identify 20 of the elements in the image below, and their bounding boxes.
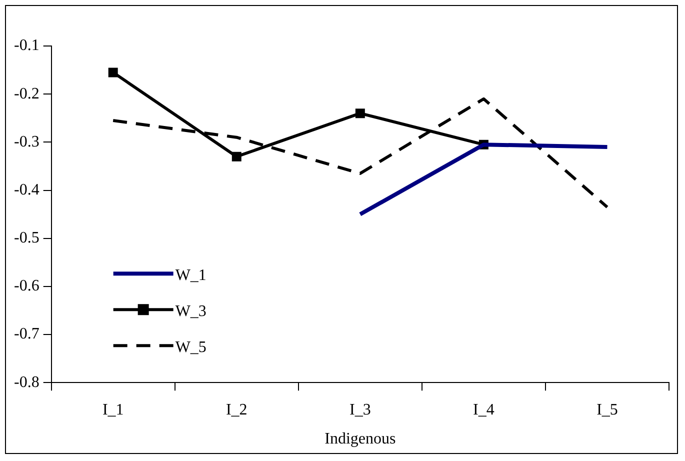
x-axis-title: Indigenous	[324, 430, 396, 448]
x-tick-label: I_1	[102, 401, 124, 418]
y-tick-label: -0.6	[14, 278, 40, 295]
y-tick-label: -0.1	[14, 37, 40, 54]
x-tick-label: I_2	[226, 401, 248, 418]
y-tick-label: -0.3	[14, 133, 40, 150]
point	[355, 108, 365, 118]
y-tick-label: -0.5	[14, 230, 40, 247]
x-tick-label: I_3	[350, 401, 371, 418]
x-tick-label: I_4	[473, 401, 494, 418]
point	[108, 68, 118, 78]
point	[232, 152, 242, 162]
legend-label: W_5	[175, 338, 206, 356]
y-tick-label: -0.8	[14, 374, 40, 391]
x-tick-label: I_5	[596, 401, 618, 418]
y-tick-label: -0.4	[14, 181, 40, 198]
y-tick-label: -0.7	[14, 326, 40, 343]
legend-label: W_1	[175, 266, 206, 284]
y-tick-label: -0.2	[14, 85, 40, 102]
legend-label: W_3	[175, 302, 206, 320]
